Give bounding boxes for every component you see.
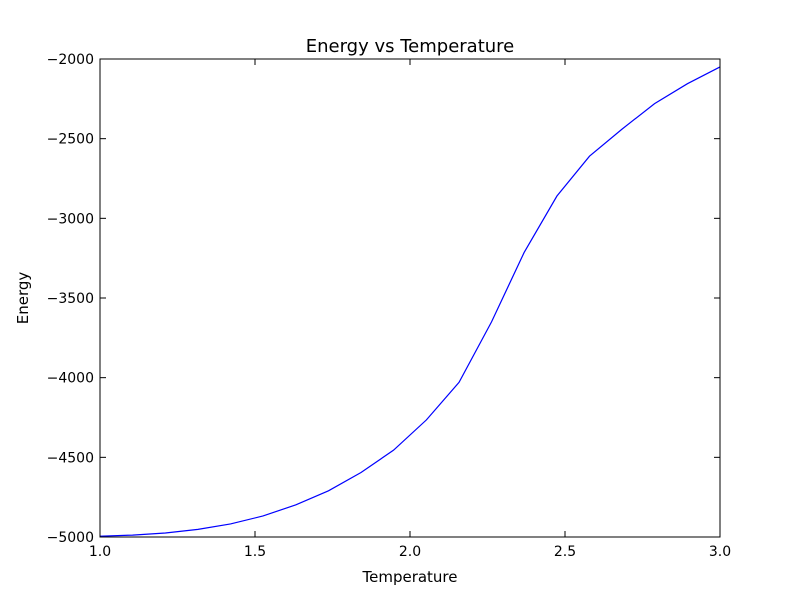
- y-tick-label: −2000: [47, 52, 94, 68]
- y-tick-label: −4500: [47, 450, 94, 466]
- x-tick-label: 1.0: [89, 544, 111, 560]
- y-tick-label: −3000: [47, 211, 94, 227]
- x-tick-label: 2.5: [554, 544, 576, 560]
- y-tick-label: −2500: [47, 132, 94, 148]
- y-tick-label: −5000: [47, 530, 94, 546]
- x-axis-title: Temperature: [361, 568, 457, 586]
- x-tick-label: 3.0: [709, 544, 731, 560]
- x-tick-label: 1.5: [244, 544, 266, 560]
- series-line-0: [99, 66, 721, 537]
- y-axis-title: Energy: [14, 272, 32, 325]
- y-tick-label: −3500: [47, 291, 94, 307]
- plot-area: 1.0 1.5 2.0 2.5 3.0 −5000 −4500 −4000 −3500 −3000…: [47, 52, 731, 560]
- chart-title: Energy vs Temperature: [306, 36, 515, 57]
- y-tick-label: −4000: [47, 371, 94, 387]
- x-tick-label: 2.0: [399, 544, 421, 560]
